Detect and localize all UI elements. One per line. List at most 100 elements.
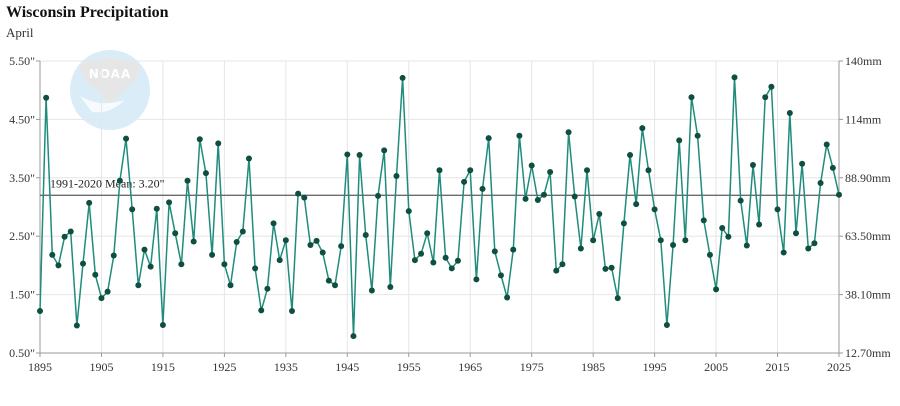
data-point[interactable]: [233, 239, 240, 246]
data-point[interactable]: [479, 185, 486, 192]
data-point[interactable]: [731, 74, 738, 81]
data-point[interactable]: [135, 282, 142, 289]
data-point[interactable]: [319, 249, 326, 256]
data-point[interactable]: [190, 238, 197, 245]
data-point[interactable]: [694, 132, 701, 139]
data-point[interactable]: [37, 307, 43, 314]
data-point[interactable]: [86, 199, 93, 206]
data-point[interactable]: [399, 74, 406, 81]
data-point[interactable]: [288, 307, 295, 314]
data-point[interactable]: [817, 180, 824, 187]
data-point[interactable]: [387, 284, 394, 291]
data-point[interactable]: [725, 233, 732, 240]
data-point[interactable]: [670, 241, 677, 248]
data-point[interactable]: [504, 294, 511, 301]
data-point[interactable]: [368, 287, 375, 294]
data-point[interactable]: [141, 246, 148, 253]
data-point[interactable]: [602, 265, 609, 272]
data-point[interactable]: [565, 129, 572, 136]
data-point[interactable]: [166, 199, 173, 206]
data-point[interactable]: [49, 251, 56, 258]
data-point[interactable]: [221, 261, 228, 268]
data-point[interactable]: [737, 197, 744, 204]
data-point[interactable]: [356, 152, 363, 159]
data-point[interactable]: [584, 167, 591, 174]
data-point[interactable]: [282, 237, 289, 244]
data-point[interactable]: [510, 246, 517, 253]
data-point[interactable]: [270, 220, 277, 227]
data-point[interactable]: [829, 164, 836, 171]
data-point[interactable]: [719, 225, 726, 232]
data-point[interactable]: [264, 285, 271, 292]
data-point[interactable]: [430, 259, 437, 266]
data-point[interactable]: [836, 191, 842, 198]
data-point[interactable]: [682, 237, 689, 244]
data-point[interactable]: [215, 140, 222, 147]
data-point[interactable]: [405, 208, 412, 215]
data-point[interactable]: [645, 167, 652, 174]
data-point[interactable]: [743, 242, 750, 249]
data-point[interactable]: [301, 194, 308, 201]
data-point[interactable]: [245, 155, 252, 162]
data-point[interactable]: [547, 168, 554, 175]
data-point[interactable]: [307, 241, 314, 248]
data-point[interactable]: [762, 94, 769, 101]
data-point[interactable]: [332, 282, 339, 289]
data-point[interactable]: [381, 147, 388, 154]
data-point[interactable]: [461, 178, 468, 185]
data-point[interactable]: [411, 257, 418, 264]
data-point[interactable]: [67, 228, 74, 235]
data-point[interactable]: [811, 240, 818, 247]
data-point[interactable]: [123, 135, 130, 142]
data-point[interactable]: [516, 132, 523, 139]
data-point[interactable]: [80, 260, 87, 267]
data-point[interactable]: [344, 151, 351, 158]
data-point[interactable]: [55, 262, 62, 269]
data-point[interactable]: [823, 141, 830, 148]
data-point[interactable]: [104, 288, 111, 295]
data-point[interactable]: [338, 243, 345, 250]
data-point[interactable]: [276, 257, 283, 264]
data-point[interactable]: [491, 248, 498, 255]
data-point[interactable]: [756, 221, 763, 228]
data-point[interactable]: [706, 251, 713, 258]
data-point[interactable]: [61, 233, 68, 240]
data-point[interactable]: [325, 277, 332, 284]
data-point[interactable]: [448, 265, 455, 272]
data-point[interactable]: [473, 276, 480, 283]
data-point[interactable]: [786, 109, 793, 116]
data-point[interactable]: [639, 125, 646, 132]
data-point[interactable]: [780, 249, 787, 256]
data-point[interactable]: [657, 237, 664, 244]
data-point[interactable]: [528, 162, 535, 169]
data-point[interactable]: [184, 177, 191, 184]
data-point[interactable]: [172, 230, 179, 237]
data-point[interactable]: [700, 217, 707, 224]
data-point[interactable]: [590, 237, 597, 244]
data-point[interactable]: [522, 195, 529, 202]
data-point[interactable]: [688, 94, 695, 101]
data-point[interactable]: [540, 191, 547, 198]
data-point[interactable]: [313, 237, 320, 244]
data-point[interactable]: [774, 206, 781, 213]
data-point[interactable]: [159, 321, 166, 328]
data-point[interactable]: [454, 257, 461, 264]
data-point[interactable]: [608, 264, 615, 271]
data-point[interactable]: [393, 173, 400, 180]
data-point[interactable]: [424, 230, 431, 237]
data-point[interactable]: [98, 295, 105, 302]
data-point[interactable]: [252, 265, 259, 272]
data-point[interactable]: [436, 167, 443, 174]
data-point[interactable]: [749, 161, 756, 168]
data-point[interactable]: [485, 135, 492, 142]
data-point[interactable]: [258, 307, 265, 314]
data-point[interactable]: [375, 192, 382, 199]
data-point[interactable]: [147, 263, 154, 270]
data-point[interactable]: [559, 261, 566, 268]
data-point[interactable]: [239, 228, 246, 235]
data-point[interactable]: [418, 250, 425, 257]
data-point[interactable]: [92, 271, 99, 278]
data-point[interactable]: [202, 170, 209, 177]
data-point[interactable]: [129, 206, 136, 213]
data-point[interactable]: [676, 137, 683, 144]
